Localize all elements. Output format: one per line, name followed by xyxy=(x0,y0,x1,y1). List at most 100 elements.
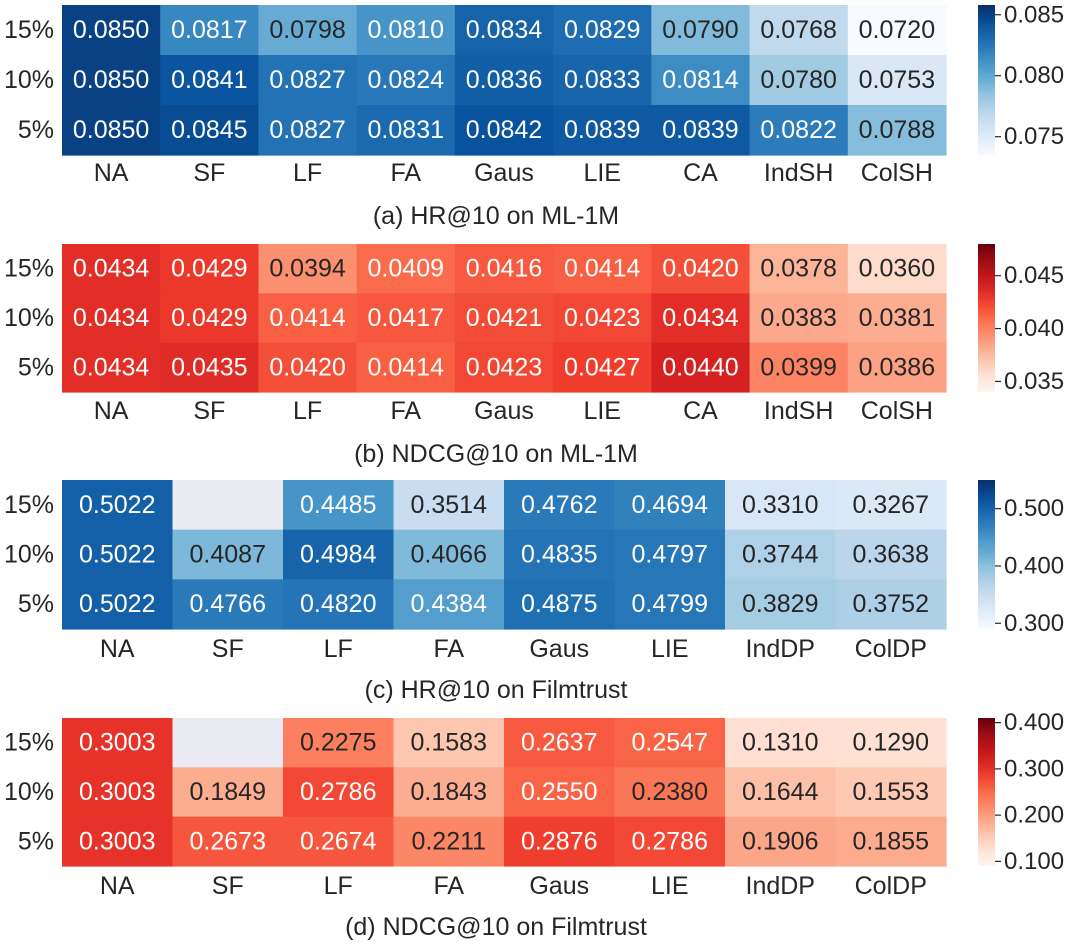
cell-value-label: 0.4820 xyxy=(300,590,376,618)
heatmap-cell xyxy=(160,105,260,156)
cell-value-label: 0.0423 xyxy=(564,304,640,332)
heatmap-cell xyxy=(62,529,174,580)
row-tick-label: 5% xyxy=(18,116,54,144)
cell-value-label: 0.4694 xyxy=(632,491,709,519)
row-tick-label: 15% xyxy=(4,255,54,283)
column-tick-label: Gaus xyxy=(529,872,589,900)
heatmap-cell xyxy=(504,480,616,531)
cell-value-label: 0.0753 xyxy=(859,66,935,94)
cell-value-label: 0.2637 xyxy=(521,729,597,757)
cell-value-label: 0.3514 xyxy=(411,491,488,519)
panel-caption: (a) HR@10 on ML-1M xyxy=(373,202,619,230)
cell-value-label: 0.0399 xyxy=(760,353,836,381)
cell-value-label: 0.1310 xyxy=(742,729,818,757)
heatmap-cell xyxy=(454,105,554,156)
cell-value-label: 0.0434 xyxy=(73,353,150,381)
cell-value-label: 0.3310 xyxy=(742,491,818,519)
heatmap-cell xyxy=(725,767,837,818)
heatmap-cell xyxy=(356,105,456,156)
column-tick-label: LIE xyxy=(651,872,689,900)
heatmap-cell xyxy=(356,55,456,106)
heatmap-cell xyxy=(454,342,554,393)
heatmap-cell xyxy=(283,718,395,768)
cell-value-label: 0.3638 xyxy=(853,541,929,569)
cell-value-label: 0.0427 xyxy=(564,353,640,381)
heatmap-cell xyxy=(62,105,161,156)
heatmap-cell xyxy=(614,767,726,818)
column-tick-label: FA xyxy=(433,872,464,900)
colorbar-tick-label: 0.100 xyxy=(1004,848,1064,875)
heatmap-cell xyxy=(504,767,616,818)
heatmap-cell xyxy=(172,816,284,867)
heatmap-cell xyxy=(847,342,947,393)
heatmap-cell xyxy=(835,718,947,768)
heatmap-cell xyxy=(454,5,554,56)
column-tick-label: LF xyxy=(293,159,322,187)
heatmap-cell xyxy=(847,55,947,106)
column-tick-label: LF xyxy=(324,872,353,900)
heatmap-cell xyxy=(749,293,849,344)
heatmap-cell xyxy=(504,816,616,867)
heatmap-cell xyxy=(172,718,284,768)
cell-value-label: 0.0831 xyxy=(368,116,444,144)
cell-value-label: 0.0827 xyxy=(269,116,345,144)
cell-value-label: 0.0842 xyxy=(466,116,542,144)
heatmap-cell xyxy=(62,293,161,344)
row-tick-label: 10% xyxy=(4,66,54,94)
cell-value-label: 0.2550 xyxy=(521,778,597,806)
cell-value-label: 0.2275 xyxy=(300,729,376,757)
heatmap-cell xyxy=(62,767,174,818)
heatmap-cell xyxy=(258,55,358,106)
heatmap-cell xyxy=(614,579,726,630)
cell-value-label: 0.0841 xyxy=(171,66,247,94)
cell-value-label: 0.4384 xyxy=(411,590,488,618)
colorbar-tick-label: 0.080 xyxy=(1004,62,1064,89)
heatmap-cell xyxy=(283,579,395,630)
column-tick-label: NA xyxy=(94,397,129,425)
cell-value-label: 0.2547 xyxy=(632,729,708,757)
heatmap-cell xyxy=(160,5,260,56)
cell-value-label: 0.2876 xyxy=(521,827,597,855)
heatmap-cell xyxy=(62,480,174,531)
heatmap-cell xyxy=(614,816,726,867)
cell-value-label: 0.0414 xyxy=(269,304,346,332)
heatmap-cell xyxy=(553,342,652,393)
cell-value-label: 0.0768 xyxy=(760,16,836,44)
heatmap-cell xyxy=(172,767,284,818)
cell-value-label: 0.0834 xyxy=(466,16,543,44)
row-tick-label: 5% xyxy=(18,827,54,855)
cell-value-label: 0.0850 xyxy=(73,66,149,94)
column-tick-label: CA xyxy=(683,397,718,425)
heatmap-cell xyxy=(847,293,947,344)
cell-value-label: 0.4797 xyxy=(632,541,708,569)
row-tick-label: 10% xyxy=(4,304,54,332)
cell-value-label: 0.1290 xyxy=(853,729,929,757)
cell-value-label: 0.0780 xyxy=(760,66,836,94)
cell-value-label: 0.0383 xyxy=(760,304,836,332)
cell-value-label: 0.0810 xyxy=(368,16,444,44)
cell-value-label: 0.0378 xyxy=(760,255,836,283)
cell-value-label: 0.0423 xyxy=(466,353,542,381)
column-tick-label: Gaus xyxy=(529,635,589,663)
cell-value-label: 0.0435 xyxy=(171,353,247,381)
heatmap-cell xyxy=(725,816,837,867)
heatmap-cell xyxy=(504,529,616,580)
cell-value-label: 0.1644 xyxy=(742,778,819,806)
row-tick-label: 10% xyxy=(4,541,54,569)
cell-value-label: 0.0417 xyxy=(368,304,444,332)
heatmap-cell xyxy=(172,529,284,580)
cell-value-label: 0.0434 xyxy=(662,304,739,332)
cell-value-label: 0.0420 xyxy=(662,255,738,283)
heatmap-cell xyxy=(356,342,456,393)
heatmap-panel-1: 0.0850 0.0817 0.0798 0.0810 0.0834 0.0829 0.07… xyxy=(4,1,1064,230)
cell-value-label: 0.0817 xyxy=(171,16,247,44)
row-tick-label: 5% xyxy=(18,590,54,618)
column-tick-label: LF xyxy=(324,635,353,663)
heatmap-cell xyxy=(160,342,260,393)
heatmap-cell xyxy=(553,244,652,294)
cell-value-label: 0.3003 xyxy=(79,778,155,806)
heatmap-cell xyxy=(62,718,174,768)
column-tick-label: SF xyxy=(193,159,225,187)
heatmap-cell xyxy=(454,55,554,106)
cell-value-label: 0.4835 xyxy=(521,541,597,569)
